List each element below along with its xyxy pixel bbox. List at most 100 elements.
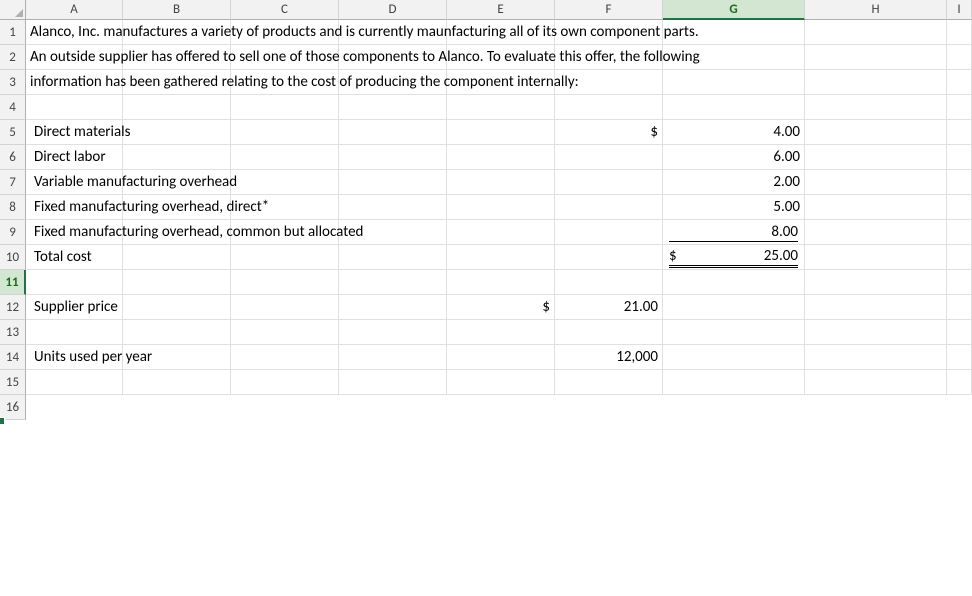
cell-I14[interactable]: [947, 345, 972, 370]
cell-B4[interactable]: [123, 95, 231, 120]
row-header-1[interactable]: 1: [0, 20, 26, 45]
cell-A9[interactable]: Fixed manufacturing overhead, common but…: [26, 220, 123, 245]
cell-G8[interactable]: 5.00: [663, 195, 805, 220]
cell-C7[interactable]: [231, 170, 339, 195]
cell-B13[interactable]: [123, 320, 231, 345]
cell-F12[interactable]: 21.00: [555, 295, 663, 320]
cell-F11[interactable]: [555, 270, 663, 295]
cell-G5[interactable]: 4.00: [663, 120, 805, 145]
cell-B6[interactable]: [123, 145, 231, 170]
cell-D12[interactable]: [339, 295, 447, 320]
cell-F5[interactable]: $: [555, 120, 663, 145]
cell-F8[interactable]: [555, 195, 663, 220]
cell-F7[interactable]: [555, 170, 663, 195]
cell-D11[interactable]: [339, 270, 447, 295]
cell-H6[interactable]: [805, 145, 947, 170]
cell-D15[interactable]: [339, 370, 447, 395]
cell-D5[interactable]: [339, 120, 447, 145]
cell-C6[interactable]: [231, 145, 339, 170]
cell-G11[interactable]: [663, 270, 805, 295]
row-header-12[interactable]: 12: [0, 295, 26, 320]
row-header-8[interactable]: 8: [0, 195, 26, 220]
row-header-13[interactable]: 13: [0, 320, 26, 345]
cell-I12[interactable]: [947, 295, 972, 320]
cell-I15[interactable]: [947, 370, 972, 395]
cell-G3[interactable]: [663, 70, 805, 95]
cell-C11[interactable]: [231, 270, 339, 295]
cell-E13[interactable]: [447, 320, 555, 345]
spreadsheet-grid[interactable]: ABCDEFGHI 1Alanco, Inc. manufactures a va…: [0, 0, 972, 420]
cell-A11[interactable]: [26, 270, 123, 295]
cell-A1[interactable]: Alanco, Inc. manufactures a variety of p…: [26, 20, 123, 45]
cell-I3[interactable]: [947, 70, 972, 95]
cell-C10[interactable]: [231, 245, 339, 270]
cell-I4[interactable]: [947, 95, 972, 120]
cell-E6[interactable]: [447, 145, 555, 170]
cell-G12[interactable]: [663, 295, 805, 320]
row-header-5[interactable]: 5: [0, 120, 26, 145]
cell-H15[interactable]: [805, 370, 947, 395]
cell-G15[interactable]: [663, 370, 805, 395]
cell-G10[interactable]: $25.00: [663, 245, 805, 270]
row-header-7[interactable]: 7: [0, 170, 26, 195]
cell-G13[interactable]: [663, 320, 805, 345]
cell-E14[interactable]: [447, 345, 555, 370]
cell-C5[interactable]: [231, 120, 339, 145]
cell-I6[interactable]: [947, 145, 972, 170]
col-header-F[interactable]: F: [555, 0, 663, 20]
row-header-4[interactable]: 4: [0, 95, 26, 120]
cell-I5[interactable]: [947, 120, 972, 145]
cell-F10[interactable]: [555, 245, 663, 270]
cell-H4[interactable]: [805, 95, 947, 120]
cell-B15[interactable]: [123, 370, 231, 395]
cell-I10[interactable]: [947, 245, 972, 270]
cell-D8[interactable]: [339, 195, 447, 220]
col-header-E[interactable]: E: [447, 0, 555, 20]
col-header-D[interactable]: D: [339, 0, 447, 20]
cell-H12[interactable]: [805, 295, 947, 320]
col-header-B[interactable]: B: [123, 0, 231, 20]
col-header-G[interactable]: G: [663, 0, 805, 20]
cell-H3[interactable]: [805, 70, 947, 95]
cell-B11[interactable]: [123, 270, 231, 295]
cell-C12[interactable]: [231, 295, 339, 320]
cell-G9[interactable]: 8.00: [663, 220, 805, 245]
cell-F9[interactable]: [555, 220, 663, 245]
cell-G4[interactable]: [663, 95, 805, 120]
cell-I2[interactable]: [947, 45, 972, 70]
cell-I13[interactable]: [947, 320, 972, 345]
cell-G14[interactable]: [663, 345, 805, 370]
cell-F6[interactable]: [555, 145, 663, 170]
col-header-H[interactable]: H: [805, 0, 947, 20]
select-all-corner[interactable]: [0, 0, 26, 20]
cell-A15[interactable]: [26, 370, 123, 395]
cell-I9[interactable]: [947, 220, 972, 245]
col-header-A[interactable]: A: [26, 0, 123, 20]
cell-I1[interactable]: [947, 20, 972, 45]
cell-D4[interactable]: [339, 95, 447, 120]
cell-C13[interactable]: [231, 320, 339, 345]
cell-H11[interactable]: [805, 270, 947, 295]
cell-C4[interactable]: [231, 95, 339, 120]
cell-A6[interactable]: Direct labor: [26, 145, 123, 170]
row-header-6[interactable]: 6: [0, 145, 26, 170]
cell-A2[interactable]: An outside supplier has offered to sell …: [26, 45, 123, 70]
cell-H5[interactable]: [805, 120, 947, 145]
cell-D13[interactable]: [339, 320, 447, 345]
cell-G6[interactable]: 6.00: [663, 145, 805, 170]
cell-H10[interactable]: [805, 245, 947, 270]
cell-C14[interactable]: [231, 345, 339, 370]
cell-I7[interactable]: [947, 170, 972, 195]
cell-E9[interactable]: [447, 220, 555, 245]
row-header-2[interactable]: 2: [0, 45, 26, 70]
cell-B12[interactable]: [123, 295, 231, 320]
cell-C15[interactable]: [231, 370, 339, 395]
col-header-C[interactable]: C: [231, 0, 339, 20]
cell-A10[interactable]: Total cost: [26, 245, 123, 270]
col-header-I[interactable]: I: [947, 0, 972, 20]
cell-E8[interactable]: [447, 195, 555, 220]
cell-A4[interactable]: [26, 95, 123, 120]
row-header-3[interactable]: 3: [0, 70, 26, 95]
cell-F4[interactable]: [555, 95, 663, 120]
cell-A13[interactable]: [26, 320, 123, 345]
